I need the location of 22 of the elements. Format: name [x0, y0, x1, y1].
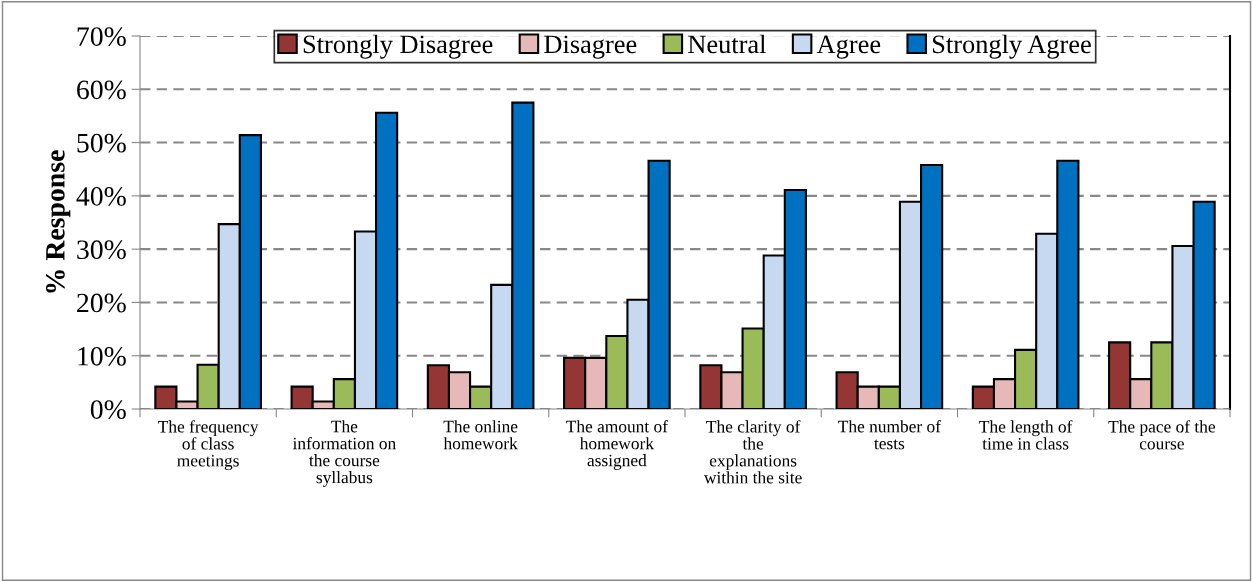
- legend-label: Strongly Disagree: [303, 34, 493, 59]
- y-tick-label: 70%: [77, 27, 126, 46]
- y-tick-label: 50%: [77, 133, 126, 153]
- x-tick-label: The online homework: [443, 420, 518, 450]
- y-tick-label: 40%: [76, 187, 126, 206]
- x-tick-label: The clarity of the explanations within the site: [703, 420, 802, 484]
- legend-label: Disagree: [544, 35, 637, 59]
- legend-label: Strongly Agree: [932, 34, 1091, 59]
- legend-label: Agree: [816, 35, 881, 59]
- x-tick-label: The length of time in class: [979, 420, 1073, 450]
- x-tick-label: The number of tests: [838, 420, 941, 450]
- y-tick-label: 10%: [78, 346, 126, 366]
- y-axis-title: % Response: [45, 150, 71, 293]
- y-tick-label: 20%: [77, 293, 126, 313]
- x-tick-label: The information on the course syllabus: [292, 420, 396, 487]
- x-tick-label: The pace of the course: [1108, 420, 1216, 450]
- y-tick-label: 0%: [90, 400, 126, 419]
- y-tick-label: 60%: [77, 80, 126, 100]
- y-tick-label: 30%: [77, 240, 126, 260]
- x-tick-label: The frequency of class meetings: [158, 420, 259, 471]
- legend-label: Neutral: [688, 34, 766, 54]
- x-tick-label: The amount of homework assigned: [566, 420, 668, 470]
